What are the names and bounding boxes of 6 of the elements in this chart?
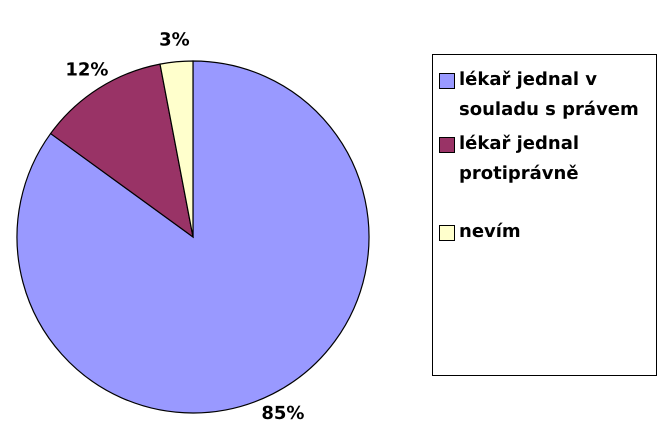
legend-label: nevím — [459, 220, 521, 244]
data-label: 12% — [65, 59, 108, 80]
pie-slice — [50, 64, 194, 238]
data-label: 3% — [159, 29, 190, 50]
data-label: 85% — [261, 402, 304, 424]
legend-label: lékař jednal protiprávně — [459, 132, 580, 186]
